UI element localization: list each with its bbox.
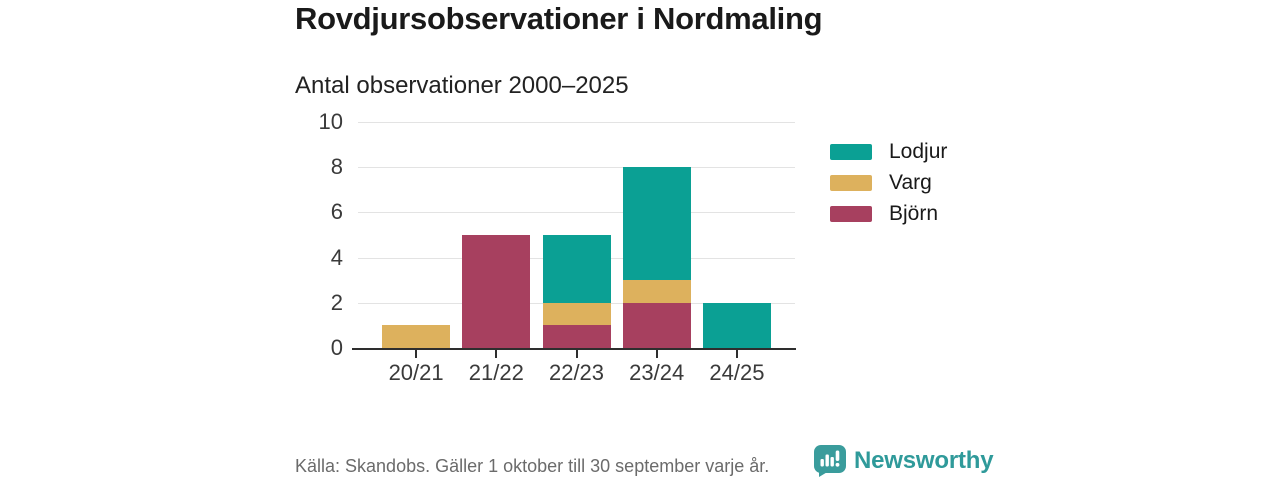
- gridline-y8: [358, 167, 795, 169]
- plot-area: 20/21 21/22 22/23 23/24 24/25: [358, 122, 795, 385]
- chart-subtitle: Antal observationer 2000–2025: [295, 72, 629, 99]
- stacked-bar-23-24: [622, 167, 691, 348]
- y-tick-label: 10: [318, 109, 343, 134]
- legend-item-varg: Varg: [830, 172, 947, 194]
- bar-segment-lodjur: [622, 167, 691, 281]
- category-slot-24-25: 24/25: [697, 122, 777, 385]
- y-tick-label: 2: [330, 289, 343, 315]
- category-slot-20-21: 20/21: [376, 122, 456, 385]
- legend-item-lodjur: Lodjur: [830, 141, 947, 163]
- legend-label: Varg: [889, 171, 932, 194]
- stacked-bar-24-25: [702, 302, 771, 348]
- y-tick-label: 6: [330, 199, 343, 225]
- stacked-bar-22-23: [542, 235, 611, 348]
- bar-segment-varg: [382, 325, 451, 348]
- legend-swatch-lodjur: [830, 144, 872, 160]
- x-axis-tick: [655, 350, 658, 358]
- x-tick-label: 21/22: [468, 360, 524, 385]
- x-tick-label: 22/23: [548, 360, 605, 385]
- bar-segment-björn: [622, 302, 691, 348]
- x-axis-tick: [495, 350, 498, 358]
- x-axis-tick: [735, 350, 738, 358]
- bar-chart: 0 2 4 6 8 10 20/21 21/22 22/23 23/24 24/25 Lodjur…: [295, 109, 985, 402]
- y-axis-labels: 0 2 4 6 8 10: [295, 109, 343, 360]
- x-axis-tick: [575, 350, 578, 358]
- x-tick-label: 23/24: [629, 360, 685, 385]
- brand-lockup: Newsworthy: [814, 445, 994, 477]
- bar-segment-lodjur: [702, 302, 771, 348]
- source-note: Källa: Skandobs. Gäller 1 oktober till 3…: [295, 456, 770, 476]
- stacked-bar-20-21: [382, 325, 451, 348]
- category-slot-21-22: 21/22: [456, 122, 536, 385]
- brand-name: Newsworthy: [854, 447, 994, 474]
- chart-content: Rovdjursobservationer i Nordmaling Antal…: [295, 0, 994, 480]
- chart-title: Rovdjursobservationer i Nordmaling: [295, 1, 823, 36]
- bar-segment-varg: [542, 302, 611, 326]
- bar-segment-lodjur: [542, 235, 611, 303]
- legend-item-björn: Björn: [830, 203, 947, 225]
- gridline-y10: [358, 122, 795, 123]
- y-tick-label: 0: [330, 335, 343, 360]
- gridline-y6: [358, 212, 795, 214]
- stacked-bar-21-22: [462, 235, 531, 348]
- x-tick-label: 20/21: [388, 360, 444, 385]
- bar-segment-björn: [462, 235, 531, 348]
- bar-segment-varg: [622, 280, 691, 303]
- legend: Lodjur Varg Björn: [830, 141, 947, 234]
- newsworthy-logo-icon: [814, 445, 846, 477]
- legend-label: Lodjur: [889, 140, 948, 163]
- category-slot-22-23: 22/23: [536, 122, 616, 385]
- legend-label: Björn: [889, 202, 939, 225]
- x-axis-line: [352, 348, 796, 350]
- legend-swatch-varg: [830, 175, 872, 191]
- bar-segment-björn: [542, 325, 611, 348]
- legend-swatch-björn: [830, 206, 872, 222]
- bars-container: 20/21 21/22 22/23 23/24 24/25: [358, 122, 795, 385]
- x-axis-tick: [415, 350, 418, 358]
- category-slot-23-24: 23/24: [617, 122, 697, 385]
- y-tick-label: 8: [330, 154, 343, 180]
- x-tick-label: 24/25: [709, 360, 765, 385]
- y-tick-label: 4: [330, 244, 343, 270]
